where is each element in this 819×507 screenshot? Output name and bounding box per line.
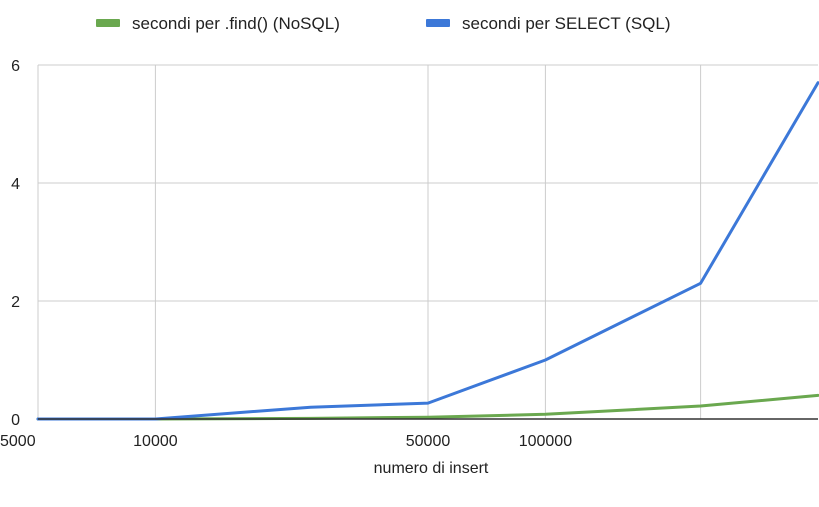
x-axis-title: numero di insert bbox=[374, 460, 489, 477]
legend-entry-nosql[interactable]: secondi per .find() (NoSQL) bbox=[96, 14, 340, 33]
legend-entry-sql[interactable]: secondi per SELECT (SQL) bbox=[426, 14, 671, 33]
x-tick-label: 50000 bbox=[406, 433, 451, 450]
x-tick-label: 100000 bbox=[519, 433, 572, 450]
legend-swatch-sql bbox=[426, 19, 450, 27]
legend-label-sql: secondi per SELECT (SQL) bbox=[462, 14, 671, 33]
legend-swatch-nosql bbox=[96, 19, 120, 27]
y-axis-ticks: 0 2 4 6 bbox=[11, 58, 20, 429]
y-tick-label: 2 bbox=[11, 294, 20, 311]
vertical-gridlines bbox=[37, 65, 702, 419]
legend-label-nosql: secondi per .find() (NoSQL) bbox=[132, 14, 340, 33]
x-tick-label: 5000 bbox=[0, 433, 36, 450]
legend: secondi per .find() (NoSQL) secondi per … bbox=[96, 14, 671, 33]
x-axis-ticks: 5000 10000 50000 100000 bbox=[0, 433, 572, 450]
x-tick-label: 10000 bbox=[133, 433, 178, 450]
y-tick-label: 6 bbox=[11, 58, 20, 75]
y-tick-label: 4 bbox=[11, 176, 20, 193]
y-tick-label: 0 bbox=[11, 412, 20, 429]
